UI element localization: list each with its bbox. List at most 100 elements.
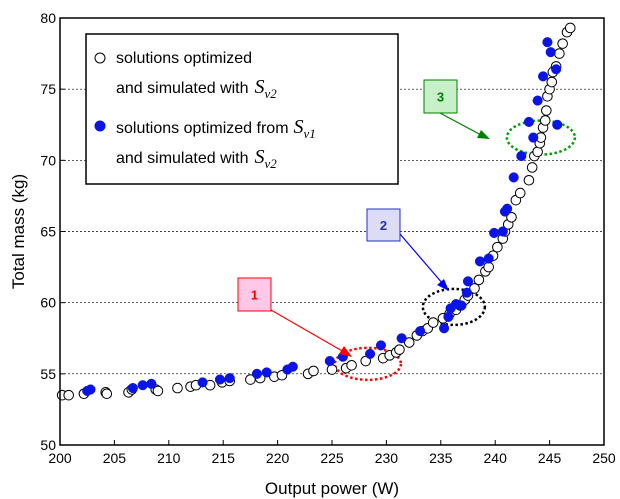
x-tick-label: 225 <box>320 450 344 466</box>
open-circle-point <box>532 146 543 158</box>
filled-circle-point <box>443 311 454 322</box>
x-axis-ticks: 200 205 210 215 220 225 230 235 240 245 250 <box>48 440 616 466</box>
open-circle-point <box>526 162 538 173</box>
filled-circle-point <box>85 384 96 395</box>
x-tick-label: 220 <box>266 450 290 466</box>
filled-circle-point <box>461 287 472 298</box>
annotation-1: 1 <box>237 277 352 357</box>
legend-entry-2-line2-prefix: and simulated with <box>116 150 249 167</box>
legend-entry-1-symbol: S <box>255 76 265 98</box>
open-circle-point <box>394 344 405 355</box>
annotation-2-box <box>366 208 401 242</box>
annotation-1-arrow <box>270 309 345 353</box>
x-tick-label: 230 <box>375 450 399 466</box>
filled-circle-point <box>127 383 138 394</box>
x-tick-label: 210 <box>157 450 181 466</box>
filled-circle-point <box>545 47 556 58</box>
open-circle-point <box>483 261 494 273</box>
open-circle-point <box>427 317 439 328</box>
annotation-3-arrowhead <box>477 130 490 139</box>
annotation-2-ellipse <box>421 287 487 327</box>
open-circle-point <box>473 274 485 286</box>
filled-circle-point <box>456 300 467 311</box>
y-tick-label: 65 <box>40 224 56 240</box>
x-tick-label: 200 <box>48 450 72 466</box>
filled-circle-point <box>415 326 426 337</box>
x-tick-label: 250 <box>592 450 616 466</box>
annotation-2-label: 2 <box>380 218 387 233</box>
legend-entry-1-prefix: and simulated with <box>116 80 249 97</box>
filled-circle-point <box>532 95 543 106</box>
open-circle-point <box>172 382 183 394</box>
filled-circle-point <box>483 253 494 264</box>
legend-entry-2-symbol: S <box>294 116 304 138</box>
annotation-2-arrowhead <box>437 279 449 291</box>
open-circle-point <box>346 359 357 371</box>
open-circle-point <box>63 389 75 401</box>
filled-circle-point <box>365 348 376 359</box>
filled-circle-point <box>542 37 553 48</box>
x-axis-title: Output power (W) <box>265 479 399 498</box>
filled-circle-point <box>324 355 335 367</box>
filled-circle-point <box>552 119 563 130</box>
x-tick-label: 245 <box>538 450 562 466</box>
annotation-2: 2 <box>366 208 449 291</box>
filled-circle-point <box>224 373 235 384</box>
annotation-3-label: 3 <box>437 90 444 105</box>
open-circle-point <box>554 48 565 59</box>
filled-circle-point <box>497 226 508 237</box>
filled-circle-point <box>137 380 148 391</box>
filled-circle-point <box>462 276 474 287</box>
annotation-1-ellipse <box>333 346 403 382</box>
filled-circle-point <box>502 203 513 214</box>
open-circle-point <box>403 337 415 348</box>
legend-box <box>85 33 399 185</box>
x-tick-label: 235 <box>429 450 453 466</box>
legend-entry-1-subscript: v2 <box>265 86 278 101</box>
legend-entry-2-prefix: solutions optimized from <box>116 120 289 137</box>
legend-entry-2-subscript: v1 <box>304 126 316 141</box>
data-points <box>56 22 576 401</box>
open-circle-point <box>152 385 164 397</box>
open-circle-point <box>557 38 568 49</box>
x-tick-label: 205 <box>103 450 127 466</box>
open-circle-point <box>523 174 535 186</box>
filled-circle-point <box>528 132 539 143</box>
legend-entry-1-line2: and simulated with Sv2 <box>116 76 277 101</box>
filled-circle-point <box>287 361 298 372</box>
filled-circle-point <box>516 151 527 162</box>
filled-circle-point <box>375 340 387 351</box>
y-tick-label: 70 <box>40 152 56 168</box>
legend-filled-circle-marker <box>94 120 106 132</box>
open-circle-point <box>539 115 551 126</box>
open-circle-point <box>546 76 558 88</box>
annotation-1-arrowhead <box>339 346 352 357</box>
filled-circle-point <box>396 333 407 344</box>
filled-circle-point <box>489 227 500 238</box>
annotation-1-box <box>237 277 272 312</box>
filled-circle-point <box>523 116 534 127</box>
filled-circle-point <box>538 71 549 82</box>
open-circle-point <box>564 22 576 34</box>
annotation-3-arrow <box>439 112 482 136</box>
legend-entry-2-line2-symbol: S <box>255 146 265 168</box>
x-tick-label: 240 <box>484 450 508 466</box>
legend: solutions optimized and simulated with Sv… <box>85 33 399 185</box>
filled-circle-point <box>214 374 225 385</box>
open-circle-point <box>326 364 338 375</box>
filled-circle-point <box>551 64 562 75</box>
y-tick-label: 75 <box>40 81 56 97</box>
y-axis-ticks: 50 55 60 65 70 75 80 <box>40 10 65 453</box>
y-tick-label: 80 <box>40 10 56 26</box>
filled-circle-point <box>439 323 450 334</box>
annotation-1-label: 1 <box>251 288 258 303</box>
filled-circle-point <box>146 378 157 389</box>
legend-entry-2-line2: and simulated with Sv2 <box>116 146 277 171</box>
open-circle-point <box>492 241 503 253</box>
filled-circle-point <box>197 377 208 388</box>
y-tick-label: 55 <box>40 366 56 382</box>
annotation-3: 3 <box>423 79 490 139</box>
filled-circle-point <box>261 367 272 378</box>
filled-circle-point <box>251 368 262 379</box>
